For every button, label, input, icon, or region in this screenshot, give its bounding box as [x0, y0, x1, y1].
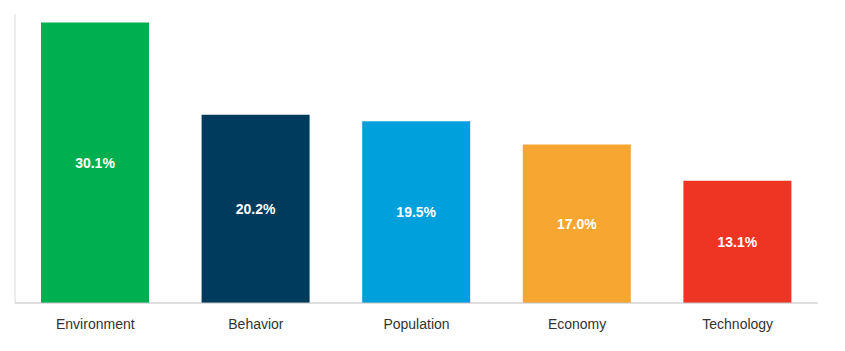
svg-text:20.2%: 20.2% [236, 201, 276, 217]
svg-text:19.5%: 19.5% [396, 204, 436, 220]
svg-text:13.1%: 13.1% [718, 234, 758, 250]
svg-text:17.0%: 17.0% [557, 216, 597, 232]
svg-text:30.1%: 30.1% [75, 155, 115, 171]
svg-text:Behavior: Behavior [228, 316, 284, 332]
svg-text:Population: Population [383, 316, 449, 332]
svg-text:Economy: Economy [548, 316, 606, 332]
svg-text:Technology: Technology [702, 316, 773, 332]
svg-text:Environment: Environment [56, 316, 135, 332]
